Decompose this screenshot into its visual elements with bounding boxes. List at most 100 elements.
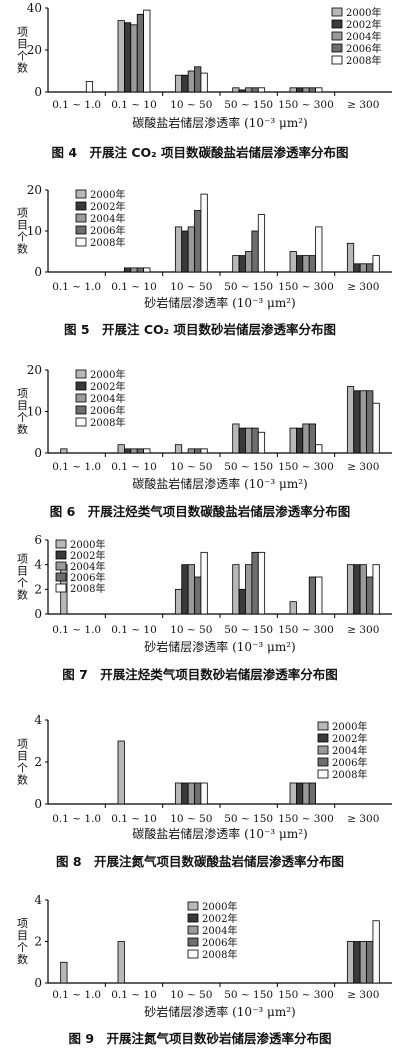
bar-2004年-1: [130, 24, 138, 93]
y-tick-label: 20: [27, 363, 42, 377]
legend-swatch: [75, 369, 87, 379]
x-tick-label: 0.1 ~ 10: [111, 461, 157, 473]
legend-label: 2006年: [202, 936, 237, 949]
legend-swatch: [331, 19, 343, 29]
bar-2000年-3: [232, 423, 240, 454]
x-tick-label: ≥ 300: [347, 989, 379, 1001]
legend-swatch: [55, 550, 67, 560]
legend-swatch: [331, 55, 343, 65]
x-tick-label: 150 ~ 300: [278, 989, 334, 1001]
legend-label: 2004年: [70, 560, 105, 573]
bar-2006年-5: [366, 263, 374, 273]
legend-swatch: [75, 405, 87, 415]
bar-2008年-2: [200, 551, 208, 615]
bar-2006年-4: [308, 576, 317, 615]
y-axis-title: 项目个数: [16, 26, 29, 74]
bar-2000年-5: [346, 386, 355, 454]
figure-caption: 图 6 开展注烃类气项目数碳酸盐岩储层渗透率分布图: [50, 504, 351, 519]
legend-label: 2000年: [70, 538, 105, 551]
legend-swatch: [317, 745, 329, 755]
x-tick-label: 0.1 ~ 1.0: [52, 989, 101, 1001]
bar-2006年-3: [251, 230, 259, 273]
legend-label: 2004年: [332, 744, 367, 757]
legend-label: 2002年: [346, 18, 381, 31]
bar-2000年-3: [232, 87, 240, 93]
bar-2006年-5: [366, 390, 374, 454]
y-tick-label: 20: [27, 43, 42, 57]
bar-2008年-2: [200, 782, 208, 805]
bar-2002年-1: [124, 267, 132, 273]
bar-2002年-2: [181, 782, 189, 805]
legend-swatch: [187, 937, 199, 947]
bar-2004年-4: [302, 255, 310, 273]
legend-label: 2002年: [90, 380, 125, 393]
y-tick-label: 2: [34, 755, 42, 769]
legend-swatch: [317, 721, 329, 731]
legend-label: 2000年: [202, 900, 237, 913]
bar-2004年-5: [359, 564, 367, 615]
legend-label: 2002年: [332, 732, 367, 745]
legend-swatch: [317, 769, 329, 779]
bar-2002年-3: [238, 427, 246, 454]
x-tick-label: ≥ 300: [347, 813, 379, 825]
x-axis-title: 碳酸盐岩储层渗透率 (10⁻³ μm²): [132, 115, 307, 130]
y-axis-title: 项目个数: [16, 207, 29, 255]
x-axis-title: 砂岩储层渗透率 (10⁻³ μm²): [144, 295, 295, 310]
legend-swatch: [331, 7, 343, 17]
bar-2006年-3: [251, 427, 259, 454]
x-tick-label: 50 ~ 150: [224, 281, 273, 293]
y-tick-label: 0: [34, 446, 42, 460]
x-tick-label: 50 ~ 150: [224, 989, 273, 1001]
bar-2000年-4: [289, 251, 297, 273]
bar-2002年-2: [181, 74, 189, 93]
figure-caption: 图 4 开展注 CO₂ 项目数碳酸盐岩储层渗透率分布图: [51, 145, 348, 160]
bar-2004年-2: [187, 782, 195, 805]
legend-label: 2000年: [332, 720, 367, 733]
x-tick-label: 150 ~ 300: [278, 624, 334, 636]
x-tick-label: ≥ 300: [347, 281, 379, 293]
legend-swatch: [55, 572, 67, 582]
legend-label: 2008年: [70, 582, 105, 595]
bar-2008年-0: [85, 81, 94, 93]
bar-2000年-0: [60, 961, 68, 984]
bar-2008年-5: [372, 255, 380, 273]
bar-2000年-2: [174, 226, 183, 273]
bar-2004年-1: [130, 267, 138, 273]
legend-swatch: [75, 225, 87, 235]
bar-2008年-3: [257, 87, 266, 93]
bar-2000年-3: [232, 255, 240, 273]
legend-label: 2002年: [202, 912, 237, 925]
bar-2006年-5: [366, 576, 374, 615]
bar-2000年-3: [232, 564, 240, 615]
figure-caption: 图 8 开展注氮气项目数碳酸盐岩储层渗透率分布图: [56, 854, 344, 869]
y-tick-label: 2: [34, 935, 42, 949]
legend-label: 2008年: [202, 948, 237, 961]
x-tick-label: 0.1 ~ 1.0: [52, 624, 101, 636]
x-tick-label: 0.1 ~ 10: [111, 989, 157, 1001]
figure-caption: 图 9 开展注氮气项目数砂岩储层渗透率分布图: [68, 1031, 331, 1046]
bar-2002年-5: [353, 941, 361, 984]
legend-swatch: [75, 213, 87, 223]
y-axis-title: 项目个数: [16, 917, 29, 965]
bar-2006年-4: [308, 423, 317, 454]
x-tick-label: 0.1 ~ 10: [111, 813, 157, 825]
bar-2004年-3: [245, 87, 253, 93]
bar-2000年-4: [289, 87, 297, 93]
bar-2000年-4: [289, 782, 297, 805]
bar-2006年-5: [366, 941, 374, 984]
legend-label: 2004年: [90, 392, 125, 405]
legend-label: 2008年: [332, 768, 367, 781]
x-tick-label: 0.1 ~ 10: [111, 624, 157, 636]
bar-2008年-1: [143, 9, 151, 93]
bar-2004年-1: [130, 448, 138, 454]
x-tick-label: 10 ~ 50: [170, 99, 212, 111]
bar-2000年-1: [117, 444, 125, 454]
legend-label: 2000年: [90, 188, 125, 201]
bar-2004年-5: [359, 941, 367, 984]
y-axis-title: 项目个数: [16, 553, 29, 601]
y-tick-label: 4: [34, 713, 42, 727]
